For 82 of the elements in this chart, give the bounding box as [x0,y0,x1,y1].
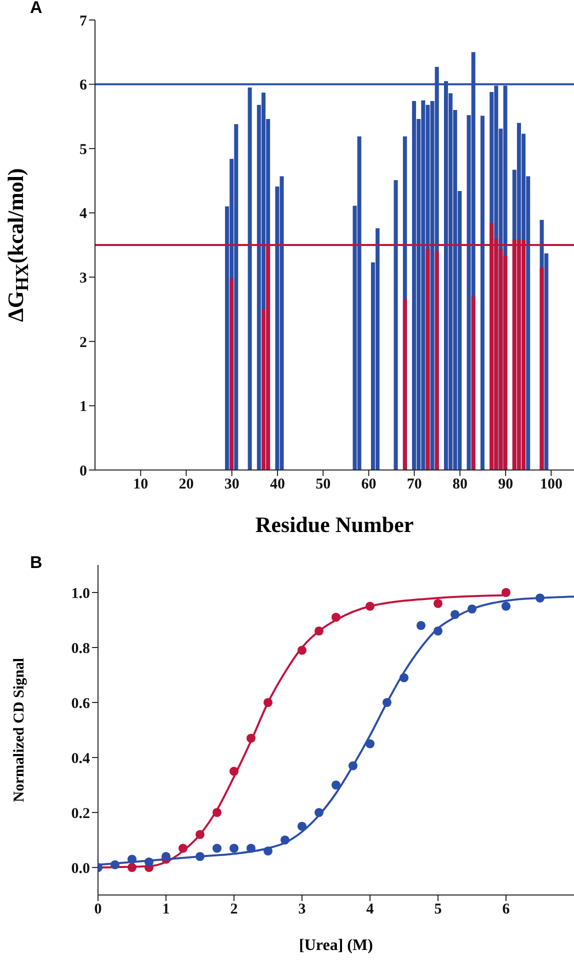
point [229,844,239,853]
point [161,852,171,862]
x-axis-title: Residue Number [254,512,415,538]
point [416,620,426,630]
point [365,739,375,748]
point [501,588,511,598]
x-tick-label: 60 [361,476,376,493]
point [246,734,256,743]
y-tick-label: 0 [80,463,87,480]
x-tick-label: 3 [298,902,306,918]
point [314,808,324,818]
y-tick-label: 1 [80,399,87,416]
y-tick-label: 0.6 [71,696,90,712]
y-tick-label: 4 [80,206,88,222]
bar [480,116,484,470]
y-tick-label: 0.8 [71,640,90,657]
chart-title: B [30,553,42,573]
x-tick-label: 20 [178,476,194,493]
x-tick-label: 2 [230,902,238,918]
point [297,646,307,655]
bar [412,101,416,470]
point [127,862,137,872]
bar [540,268,544,470]
point [382,698,392,708]
point [450,610,460,620]
point [535,593,545,603]
point [144,857,154,867]
point [212,844,222,853]
bar [402,299,407,470]
y-tick-label: 6 [80,78,88,94]
point [178,844,188,853]
y-tick-label: 0.0 [71,860,90,877]
chart-title: A [30,0,42,18]
y-tick-label: 0.4 [71,750,90,767]
point [263,846,273,856]
x-tick-label: 5 [434,902,442,918]
x-tick-label: 90 [498,476,514,493]
y-tick-label: 2 [80,334,87,351]
y-tick-label: 3 [80,270,87,286]
point [467,604,477,614]
x-tick-label: 70 [406,476,422,493]
point [348,761,358,770]
x-tick-label: 100 [540,476,562,493]
x-tick-label: 0 [94,902,102,918]
point [229,766,239,776]
bar [248,88,252,470]
bar [471,296,476,470]
bar [434,250,439,470]
y-tick-label: 0.2 [71,806,90,822]
point [195,830,205,840]
point [127,854,137,864]
point [110,860,120,870]
x-tick-label: 4 [366,902,374,918]
bar [230,278,234,470]
x-tick-label: 1 [162,902,170,918]
point [212,808,222,818]
point [263,698,273,708]
point [433,626,443,636]
bar [426,248,430,470]
y-tick-label: 1.0 [71,586,90,602]
y-tick-label: 7 [80,13,88,30]
x-tick-label: 50 [316,476,331,493]
x-tick-label: 10 [133,476,148,493]
y-axis-title: Normalized CD Signal [12,658,28,802]
point [246,844,256,853]
point [433,598,443,608]
point [501,602,511,611]
x-tick-label: 80 [452,476,468,493]
x-axis-title: [Urea] (M) [298,937,374,955]
y-tick-label: 5 [80,142,87,158]
point [297,822,307,831]
x-tick-label: 40 [270,476,285,493]
point [314,626,324,636]
point [331,780,341,790]
x-tick-label: 6 [502,902,510,918]
point [195,852,205,862]
point [365,602,375,611]
point [331,612,341,622]
x-tick-label: 30 [224,476,240,493]
bar [394,180,398,470]
point [399,673,409,682]
point [280,835,290,845]
